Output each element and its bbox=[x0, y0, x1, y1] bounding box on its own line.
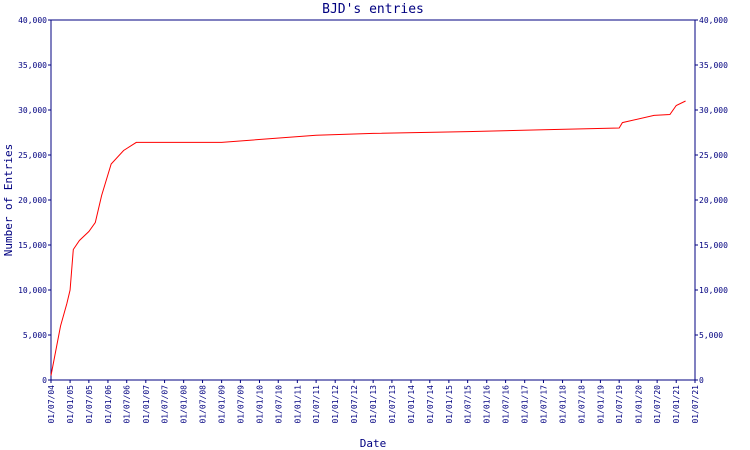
x-tick-label: 01/07/21 bbox=[691, 385, 700, 424]
x-tick-label: 01/01/14 bbox=[407, 385, 416, 424]
x-tick-label: 01/01/10 bbox=[255, 385, 264, 424]
x-tick-label: 01/07/13 bbox=[388, 385, 397, 424]
y-axis-title: Number of Entries bbox=[2, 144, 15, 257]
plot-frame bbox=[50, 19, 696, 381]
y-tick-label: 35,000 bbox=[18, 61, 47, 70]
x-tick-label: 01/01/19 bbox=[596, 385, 605, 424]
y2-tick-label: 40,000 bbox=[699, 16, 728, 25]
x-tick-label: 01/07/17 bbox=[539, 385, 548, 424]
x-tick-label: 01/07/08 bbox=[199, 385, 208, 424]
x-tick-label: 01/01/08 bbox=[180, 385, 189, 424]
y2-tick-label: 15,000 bbox=[699, 241, 728, 250]
x-tick-label: 01/07/19 bbox=[615, 385, 624, 424]
x-tick-label: 01/07/07 bbox=[161, 385, 170, 424]
y2-tick-label: 20,000 bbox=[699, 196, 728, 205]
x-tick-label: 01/07/18 bbox=[577, 385, 586, 424]
y2-tick-label: 25,000 bbox=[699, 151, 728, 160]
y-tick-label: 20,000 bbox=[18, 196, 47, 205]
x-tick-label: 01/01/05 bbox=[66, 385, 75, 424]
y-tick-label: 25,000 bbox=[18, 151, 47, 160]
x-tick-label: 01/01/11 bbox=[293, 385, 302, 424]
x-tick-label: 01/01/18 bbox=[559, 385, 568, 424]
x-tick-label: 01/01/12 bbox=[331, 385, 340, 424]
x-tick-label: 01/01/20 bbox=[634, 385, 643, 424]
x-tick-label: 01/01/07 bbox=[142, 385, 151, 424]
y-tick-label: 15,000 bbox=[18, 241, 47, 250]
x-axis-title: Date bbox=[360, 437, 387, 450]
x-tick-label: 01/01/16 bbox=[483, 385, 492, 424]
y2-tick-label: 35,000 bbox=[699, 61, 728, 70]
x-tick-label: 01/01/13 bbox=[369, 385, 378, 424]
x-tick-label: 01/07/14 bbox=[426, 385, 435, 424]
y2-tick-label: 0 bbox=[699, 376, 704, 385]
y2-tick-label: 30,000 bbox=[699, 106, 728, 115]
y2-tick-label: 10,000 bbox=[699, 286, 728, 295]
x-tick-label: 01/07/04 bbox=[47, 385, 56, 424]
line-series bbox=[50, 100, 686, 376]
y-tick-label: 10,000 bbox=[18, 286, 47, 295]
x-tick-label: 01/07/10 bbox=[274, 385, 283, 424]
x-tick-label: 01/01/17 bbox=[521, 385, 530, 424]
y-tick-label: 40,000 bbox=[18, 16, 47, 25]
x-tick-label: 01/01/21 bbox=[672, 385, 681, 424]
chart-title: BJD's entries bbox=[322, 2, 424, 17]
y-tick-label: 5,000 bbox=[23, 331, 47, 340]
x-tick-label: 01/07/15 bbox=[464, 385, 473, 424]
y-tick-label: 0 bbox=[42, 376, 47, 385]
y2-tick-label: 5,000 bbox=[699, 331, 723, 340]
x-tick-label: 01/01/15 bbox=[445, 385, 454, 424]
x-tick-label: 01/01/09 bbox=[218, 385, 227, 424]
x-tick-label: 01/01/06 bbox=[104, 385, 113, 424]
x-tick-label: 01/07/20 bbox=[653, 385, 662, 424]
x-tick-label: 01/07/12 bbox=[350, 385, 359, 424]
y-tick-label: 30,000 bbox=[18, 106, 47, 115]
x-tick-label: 01/07/09 bbox=[236, 385, 245, 424]
x-tick-label: 01/07/06 bbox=[123, 385, 132, 424]
x-tick-label: 01/07/11 bbox=[312, 385, 321, 424]
x-tick-label: 01/07/16 bbox=[502, 385, 511, 424]
x-tick-label: 01/07/05 bbox=[85, 385, 94, 424]
